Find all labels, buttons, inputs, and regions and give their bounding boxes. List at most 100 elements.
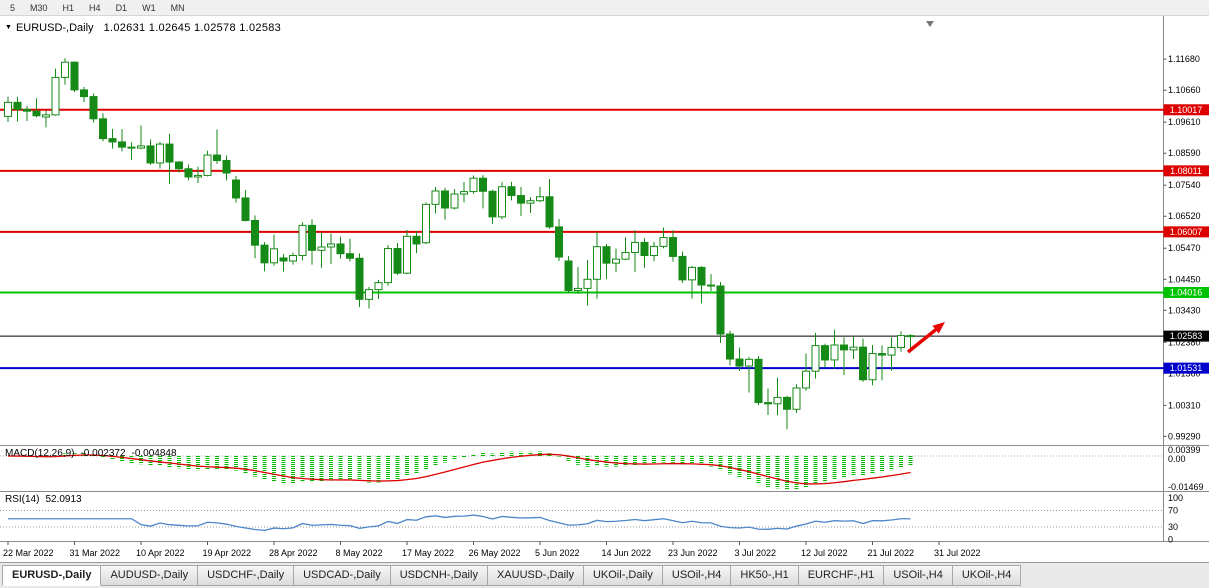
timeframe-button-M30[interactable]: M30 xyxy=(23,1,55,15)
chart-tab[interactable]: UKOil-,Daily xyxy=(583,565,663,586)
candle-body xyxy=(631,241,639,253)
candle-body xyxy=(764,402,772,405)
chart-tab[interactable]: USDCAD-,Daily xyxy=(294,565,391,586)
candle-body xyxy=(868,353,877,381)
candle xyxy=(23,106,31,121)
chart-window[interactable]: 1.11680 1.10660 1.09610 1.08590 1.07540 1.065… xyxy=(0,16,1209,562)
candle-body xyxy=(422,203,430,244)
level-price-tag-bg xyxy=(1163,226,1209,238)
candle-body xyxy=(536,196,544,202)
pane-separators xyxy=(0,16,1209,542)
candle xyxy=(498,182,506,220)
candle xyxy=(175,161,183,173)
candle xyxy=(232,176,240,203)
chart-tab[interactable]: EURCHF-,H1 xyxy=(798,565,885,586)
candle xyxy=(137,125,145,150)
candle-body xyxy=(61,61,69,78)
candle-body xyxy=(346,253,354,259)
price-axis[interactable]: 1.11680 1.10660 1.09610 1.08590 1.07540 1.065… xyxy=(1163,54,1204,545)
chart-canvas[interactable]: 1.11680 1.10660 1.09610 1.08590 1.07540 1.065… xyxy=(0,16,1209,562)
timeframe-button-H1[interactable]: H1 xyxy=(56,1,82,15)
current-price-tag-bg xyxy=(1163,330,1209,342)
candle-body xyxy=(42,114,50,118)
candle-body xyxy=(118,141,126,148)
level-price-tag-text: 1.01531 xyxy=(1170,363,1203,373)
chart-tab[interactable]: USDCHF-,Daily xyxy=(198,565,295,586)
timeframe-button-W1[interactable]: W1 xyxy=(135,1,163,15)
timeframe-button-D1[interactable]: D1 xyxy=(109,1,135,15)
candle xyxy=(222,155,231,181)
candle xyxy=(764,388,772,416)
chart-tab[interactable]: XAUUSD-,Daily xyxy=(487,565,584,586)
candle-body xyxy=(830,344,839,361)
time-tick-label: 14 Jun 2022 xyxy=(602,548,652,558)
candle-body xyxy=(697,266,706,286)
candle-body xyxy=(80,89,88,98)
chart-tab[interactable]: UKOil-,H4 xyxy=(952,565,1022,586)
candle xyxy=(194,166,202,184)
candle xyxy=(327,233,335,265)
candle-body xyxy=(175,161,183,170)
chart-shift-marker-icon[interactable] xyxy=(926,21,934,27)
chart-tab[interactable]: USDCNH-,Daily xyxy=(390,565,488,586)
candle xyxy=(4,96,12,123)
candle-body xyxy=(137,145,145,149)
price-tick-label: 1.09610 xyxy=(1168,117,1201,127)
candle-body xyxy=(355,257,364,300)
candle-body xyxy=(555,226,563,258)
price-tick-label: 1.05470 xyxy=(1168,243,1201,253)
candle xyxy=(298,222,307,261)
chart-tab[interactable]: USOil-,H4 xyxy=(662,565,732,586)
chart-tab[interactable]: USOil-,H4 xyxy=(884,565,953,586)
candle xyxy=(355,253,364,307)
candle xyxy=(279,253,288,272)
timeframe-button-5[interactable]: 5 xyxy=(3,1,22,15)
time-tick-label: 22 Mar 2022 xyxy=(3,548,54,558)
candle xyxy=(897,331,905,352)
candle-body xyxy=(336,243,345,255)
chart-tab[interactable]: AUDUSD-,Daily xyxy=(101,565,199,586)
chart-tab[interactable]: EURUSD-,Daily xyxy=(2,565,102,586)
candle-body xyxy=(726,333,734,360)
price-tick-label: 1.08590 xyxy=(1168,148,1201,158)
candle-body xyxy=(602,246,611,264)
candle-body xyxy=(23,108,31,112)
candle-body xyxy=(393,248,402,274)
candle xyxy=(517,187,525,216)
timeframe-button-MN[interactable]: MN xyxy=(164,1,192,15)
level-price-tag-bg xyxy=(1163,286,1209,298)
timeframe-button-H4[interactable]: H4 xyxy=(82,1,108,15)
candle xyxy=(849,336,858,360)
candle xyxy=(612,248,620,272)
candle xyxy=(203,150,212,177)
candle xyxy=(51,68,60,116)
candle-body xyxy=(279,257,288,262)
candlestick-series xyxy=(4,58,915,430)
candle-body xyxy=(897,335,905,348)
chart-tab[interactable]: HK50-,H1 xyxy=(731,565,799,586)
time-tick-label: 31 Jul 2022 xyxy=(934,548,981,558)
price-tick-label: 1.10660 xyxy=(1168,85,1201,95)
candle-body xyxy=(498,186,506,218)
candle-body xyxy=(745,358,753,367)
candle xyxy=(393,243,402,276)
candle-body xyxy=(108,138,117,143)
candle xyxy=(640,238,649,268)
candle xyxy=(840,337,848,376)
candle xyxy=(165,133,174,184)
candle xyxy=(346,238,354,262)
candle-body xyxy=(156,143,164,164)
candle xyxy=(688,265,696,299)
price-tick-label: 1.04450 xyxy=(1168,274,1201,284)
candle xyxy=(460,181,468,203)
trend-arrow-annotation[interactable] xyxy=(906,322,945,354)
candle-body xyxy=(650,245,658,257)
candle-body xyxy=(669,237,677,257)
time-tick-label: 21 Jul 2022 xyxy=(868,548,915,558)
time-axis[interactable]: 22 Mar 2022 31 Mar 2022 10 Apr 2022 19 Apr … xyxy=(3,541,981,559)
candle-body xyxy=(783,396,791,410)
candle-body xyxy=(327,243,335,248)
candle-body xyxy=(526,200,535,204)
candle xyxy=(70,61,79,93)
candle xyxy=(716,282,725,343)
